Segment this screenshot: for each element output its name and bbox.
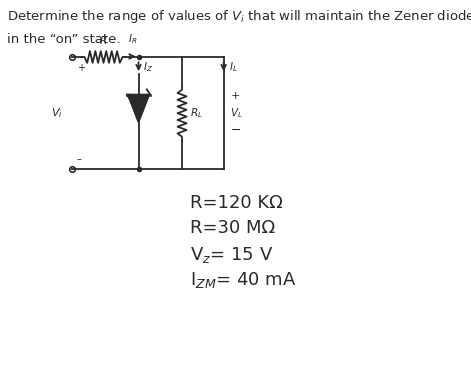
Text: $R_L$: $R_L$	[190, 106, 203, 120]
Text: +: +	[230, 91, 240, 101]
Text: in the “on” state.: in the “on” state.	[7, 33, 121, 45]
Text: $I_Z$: $I_Z$	[143, 60, 153, 74]
Text: V$_z$= 15 V: V$_z$= 15 V	[190, 245, 273, 265]
Text: R=120 KΩ: R=120 KΩ	[190, 194, 282, 212]
Text: $V_i$: $V_i$	[51, 106, 63, 120]
Text: −: −	[230, 124, 241, 137]
Text: $R$: $R$	[99, 34, 108, 46]
Text: $V_L$: $V_L$	[230, 106, 243, 120]
Text: +: +	[77, 63, 85, 73]
Text: R=30 MΩ: R=30 MΩ	[190, 219, 275, 237]
Polygon shape	[128, 95, 149, 122]
Text: I$_{ZM}$= 40 mA: I$_{ZM}$= 40 mA	[190, 270, 296, 290]
Text: Determine the range of values of $V_i$ that will maintain the Zener diode: Determine the range of values of $V_i$ t…	[7, 8, 471, 25]
Text: $I_R$: $I_R$	[128, 33, 138, 46]
Text: –: –	[77, 155, 81, 164]
Text: $I_L$: $I_L$	[229, 60, 238, 74]
